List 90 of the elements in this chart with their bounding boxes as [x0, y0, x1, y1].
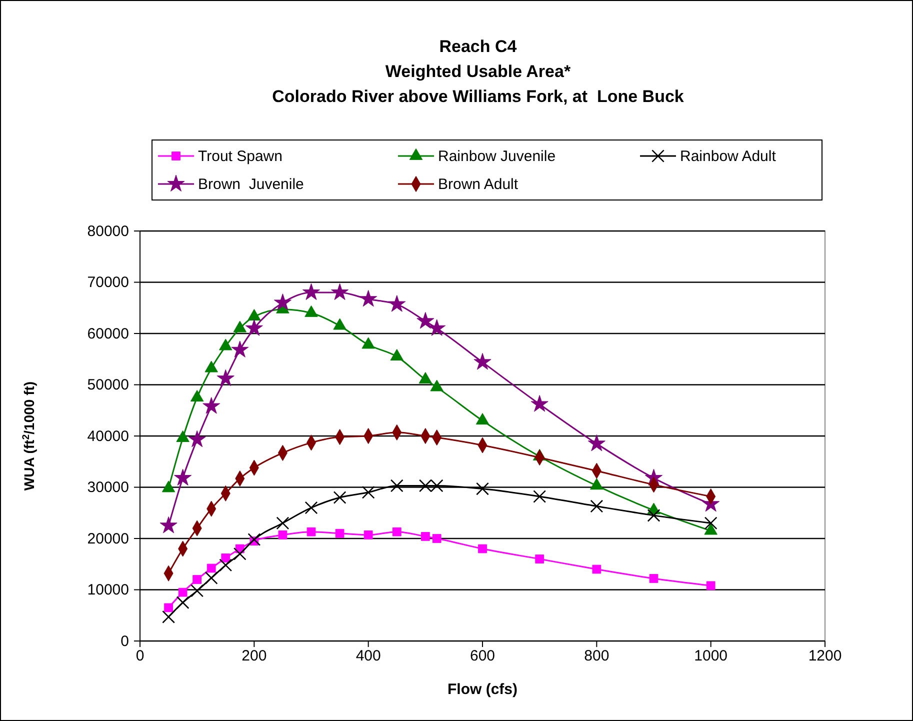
point — [392, 527, 402, 536]
point — [306, 527, 316, 536]
x-axis-title: Flow (cfs) — [448, 681, 518, 698]
point — [302, 283, 320, 300]
point — [206, 564, 216, 573]
point — [533, 490, 546, 503]
point — [160, 516, 178, 534]
y-tick-label: 60000 — [87, 325, 129, 342]
point — [248, 533, 261, 546]
y-tick-label: 70000 — [87, 274, 129, 292]
point — [178, 588, 188, 597]
point — [276, 516, 290, 530]
x-tick-label: 200 — [242, 648, 267, 665]
point — [333, 491, 346, 504]
point — [430, 380, 444, 392]
point — [190, 390, 204, 402]
y-tick-label: 80000 — [87, 222, 129, 240]
legend-label: Trout Spawn — [198, 148, 282, 165]
point — [162, 480, 176, 492]
point — [231, 340, 249, 358]
point — [418, 372, 432, 384]
chart-subtitle: Weighted Usable Area* Colorado River above Williams Fork, at Lone Buck — [272, 62, 684, 106]
point — [535, 554, 544, 564]
y-tick-label: 50000 — [87, 376, 129, 394]
point — [649, 574, 658, 583]
point — [333, 318, 346, 330]
point — [530, 395, 548, 412]
y-tick-label: 40000 — [87, 428, 129, 445]
point — [192, 575, 202, 584]
point — [476, 413, 490, 425]
point — [219, 558, 232, 572]
point — [474, 352, 492, 370]
point — [221, 554, 230, 562]
legend-label: Rainbow Adult — [680, 148, 777, 165]
legend-label: Brown Juvenile — [198, 176, 304, 193]
y-tick-label: 0 — [120, 632, 129, 650]
point — [362, 486, 375, 499]
point — [390, 479, 404, 492]
point — [588, 434, 606, 452]
point — [360, 290, 378, 307]
point — [390, 348, 404, 360]
x-tick-label: 0 — [136, 648, 144, 665]
y-tick-label: 30000 — [87, 479, 129, 496]
point — [362, 337, 375, 349]
chart-title: Reach C4 — [439, 37, 518, 56]
point — [216, 369, 234, 386]
point — [176, 596, 190, 610]
point — [331, 283, 349, 300]
point — [274, 294, 292, 310]
point — [388, 295, 406, 312]
point — [304, 501, 318, 514]
point — [162, 610, 176, 624]
y-tick-label: 10000 — [87, 582, 129, 599]
point — [420, 532, 430, 541]
x-tick-label: 800 — [584, 648, 610, 665]
point — [478, 544, 487, 554]
point — [706, 581, 716, 590]
legend-label: Rainbow Juvenile — [438, 148, 556, 165]
point — [592, 564, 602, 574]
point — [704, 516, 718, 530]
point — [335, 528, 344, 538]
point — [190, 584, 204, 598]
point — [364, 530, 373, 540]
point — [432, 534, 442, 543]
point — [188, 430, 206, 448]
point — [248, 308, 261, 321]
point — [233, 547, 246, 560]
x-tick-label: 1200 — [808, 648, 842, 665]
point — [304, 305, 318, 317]
point — [204, 571, 218, 584]
point — [164, 603, 173, 612]
y-tick-label: 20000 — [87, 530, 129, 548]
point — [233, 320, 247, 332]
point — [476, 482, 489, 496]
point — [590, 478, 604, 490]
point — [204, 360, 218, 372]
point — [219, 338, 232, 350]
x-tick-label: 600 — [470, 648, 496, 665]
point — [174, 468, 192, 486]
x-tick-label: 400 — [356, 648, 381, 665]
point — [278, 530, 288, 540]
point — [202, 397, 220, 414]
point — [647, 508, 660, 522]
x-tick-label: 1000 — [694, 648, 728, 665]
point — [590, 500, 604, 513]
point — [416, 312, 434, 329]
point — [428, 319, 446, 336]
point — [245, 319, 263, 336]
point — [176, 430, 190, 442]
legend-label: Brown Adult — [438, 176, 519, 193]
